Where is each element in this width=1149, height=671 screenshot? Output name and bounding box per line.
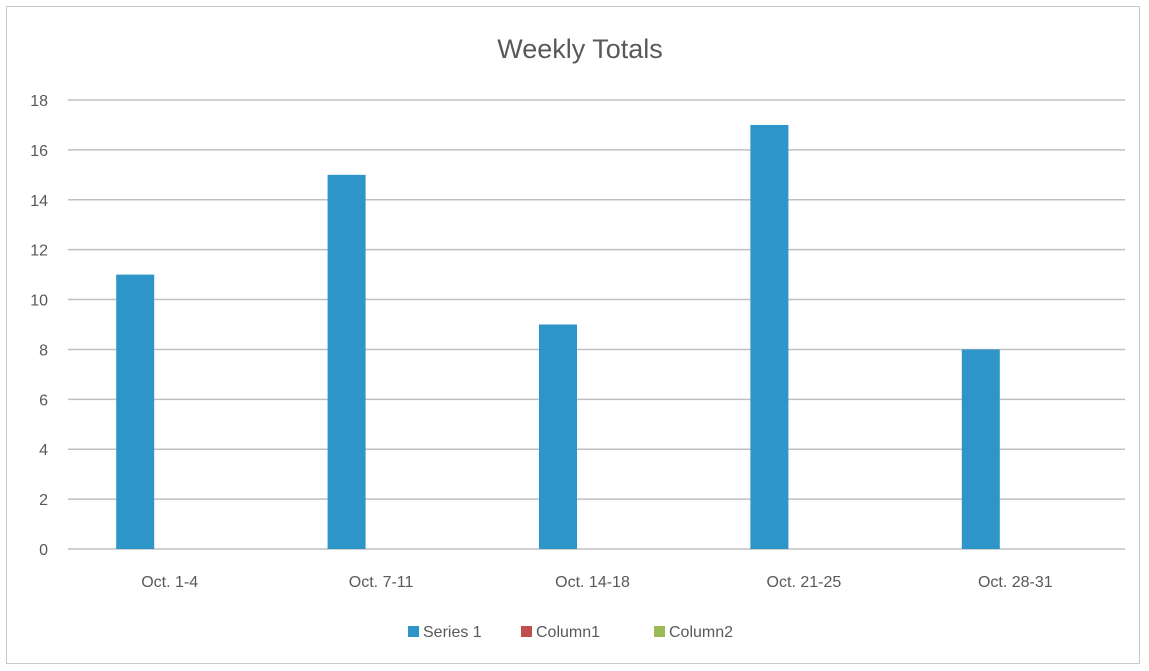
bar (327, 174, 366, 550)
x-axis: Oct. 1-4 Oct. 7-11 Oct. 14-18 Oct. 21-25 Oct… (141, 574, 1053, 591)
gridlines (68, 99, 1125, 550)
y-tick-label: 4 (39, 442, 48, 459)
y-tick-label: 0 (39, 542, 48, 559)
bars (116, 124, 1000, 550)
bar (961, 349, 1000, 549)
legend-label: Column1 (536, 624, 600, 641)
x-tick-label: Oct. 1-4 (141, 574, 198, 591)
legend-label: Series 1 (423, 624, 482, 641)
y-tick-label: 12 (30, 243, 48, 260)
legend-swatch (654, 626, 665, 637)
legend-label: Column2 (669, 624, 733, 641)
x-tick-label: Oct. 28-31 (978, 574, 1053, 591)
legend-swatch (408, 626, 419, 637)
bar (116, 274, 155, 549)
x-tick-label: Oct. 14-18 (555, 574, 630, 591)
y-tick-label: 14 (30, 193, 48, 210)
x-tick-label: Oct. 21-25 (767, 574, 842, 591)
x-tick-label: Oct. 7-11 (349, 574, 414, 591)
bar (538, 324, 577, 549)
legend-swatch (521, 626, 532, 637)
y-tick-label: 8 (39, 342, 48, 359)
y-tick-label: 18 (30, 93, 48, 110)
bar (750, 124, 789, 549)
y-tick-label: 10 (30, 293, 48, 310)
y-tick-label: 16 (30, 143, 48, 160)
y-tick-label: 2 (39, 492, 48, 509)
legend: Series 1 Column1 Column2 (408, 624, 733, 641)
chart-title: Weekly Totals (497, 34, 663, 64)
y-tick-label: 6 (39, 392, 48, 409)
y-axis: 0 2 4 6 8 10 12 14 16 18 (30, 93, 48, 559)
